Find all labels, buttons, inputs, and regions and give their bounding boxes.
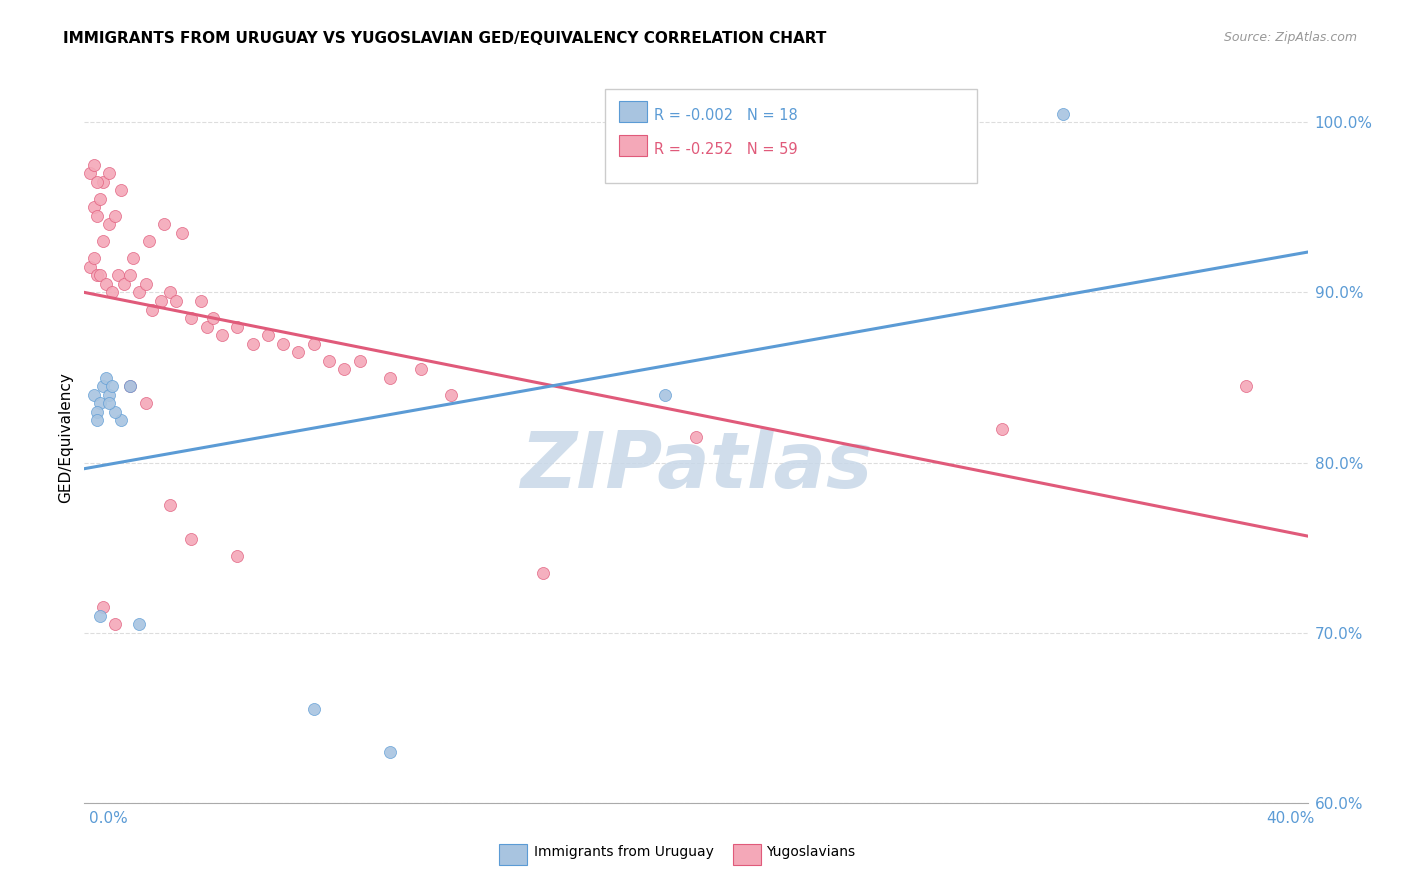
Point [86,404,108,418]
Point [91,600,114,615]
Point [120,268,142,283]
Point [122,252,145,266]
Point [89,192,111,206]
Point [654,387,676,401]
Point [226,319,249,334]
Point [94,277,117,291]
Y-axis label: GED/Equivalency: GED/Equivalency [58,372,73,502]
Text: Yugoslavians: Yugoslavians [766,845,855,859]
Point [120,379,142,393]
Point [318,353,340,368]
Text: Source: ZipAtlas.com: Source: ZipAtlas.com [1223,31,1357,45]
Point [440,387,463,401]
Point [104,404,127,418]
Point [153,218,176,232]
Point [86,268,108,283]
Point [79,166,101,180]
Point [1236,379,1258,393]
Point [685,430,707,444]
Point [101,379,124,393]
Point [104,617,127,632]
Point [172,226,194,240]
Point [91,175,114,189]
Point [94,370,117,384]
Point [86,413,108,427]
Point [138,235,160,249]
Point [83,158,105,172]
Point [97,387,120,401]
Point [180,532,202,546]
Point [991,421,1014,435]
Point [1052,107,1074,121]
Point [141,302,163,317]
Point [349,353,371,368]
Point [149,293,172,308]
Point [180,311,202,326]
Point [101,285,124,300]
Point [120,379,142,393]
Text: R = -0.252   N = 59: R = -0.252 N = 59 [654,142,797,157]
Text: R = -0.002   N = 18: R = -0.002 N = 18 [654,108,797,123]
Point [287,345,309,359]
Point [190,293,212,308]
Point [380,745,402,759]
Point [380,370,402,384]
Point [531,566,554,581]
Point [110,183,132,197]
Point [86,209,108,223]
Point [83,201,105,215]
Point [159,498,181,512]
Point [110,413,132,427]
Point [159,285,181,300]
Point [135,277,157,291]
Point [83,387,105,401]
Point [91,379,114,393]
Point [201,311,224,326]
Point [97,166,120,180]
Point [242,336,264,351]
Point [83,252,105,266]
Point [409,362,432,376]
Text: Immigrants from Uruguay: Immigrants from Uruguay [534,845,714,859]
Text: 40.0%: 40.0% [1267,812,1315,826]
Point [86,175,108,189]
Point [211,328,233,343]
Point [333,362,356,376]
Point [91,235,114,249]
Point [128,285,150,300]
Point [112,277,135,291]
Text: ZIPatlas: ZIPatlas [520,428,872,504]
Text: IMMIGRANTS FROM URUGUAY VS YUGOSLAVIAN GED/EQUIVALENCY CORRELATION CHART: IMMIGRANTS FROM URUGUAY VS YUGOSLAVIAN G… [63,31,827,46]
Point [89,608,111,623]
Point [128,617,150,632]
Point [271,336,294,351]
Point [97,218,120,232]
Point [195,319,218,334]
Point [89,396,111,410]
Text: 0.0%: 0.0% [89,812,128,826]
Point [302,336,325,351]
Point [165,293,187,308]
Point [97,396,120,410]
Point [79,260,101,274]
Point [302,702,325,716]
Point [107,268,129,283]
Point [135,396,157,410]
Point [104,209,127,223]
Point [226,549,249,563]
Point [89,268,111,283]
Point [257,328,280,343]
